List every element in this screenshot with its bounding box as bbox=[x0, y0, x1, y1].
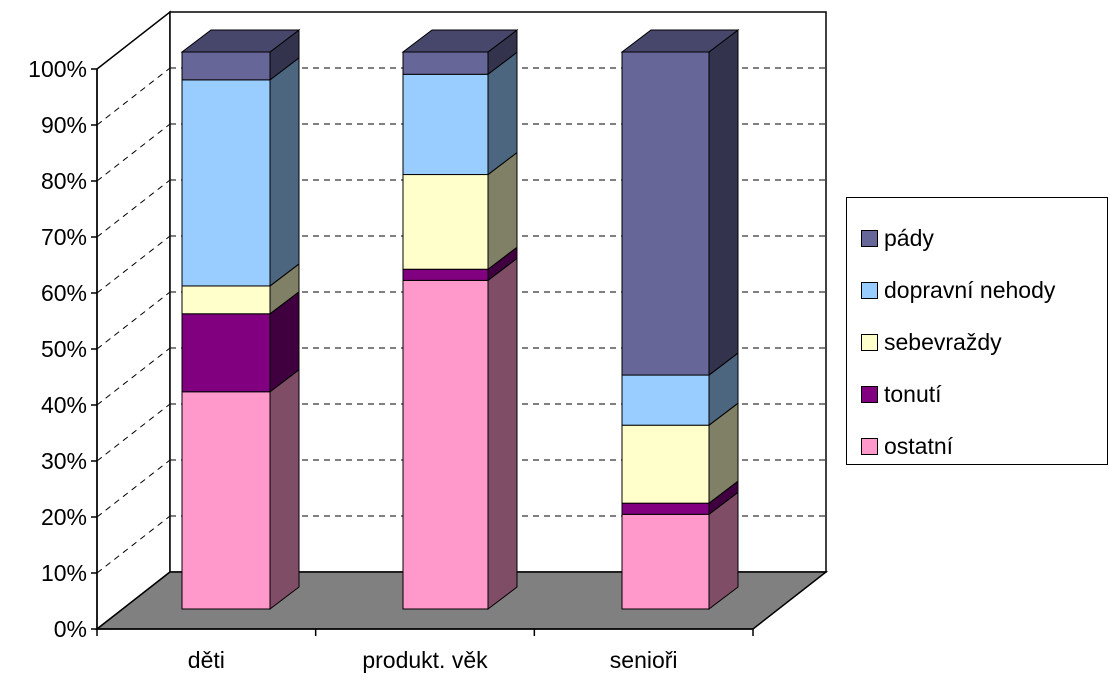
legend-swatch-sebevrazdy bbox=[861, 334, 878, 351]
y-tick-label: 60% bbox=[41, 280, 87, 306]
y-tick-label: 0% bbox=[54, 616, 87, 642]
legend-label-sebevrazdy: sebevraždy bbox=[884, 329, 1002, 356]
legend-swatch-pady bbox=[861, 230, 878, 247]
y-tick-label: 40% bbox=[41, 392, 87, 418]
x-tick-label: senioři bbox=[610, 647, 678, 673]
legend-swatch-ostatni bbox=[861, 438, 878, 455]
legend-swatch-tonuti bbox=[861, 386, 878, 403]
legend-label-ostatni: ostatní bbox=[884, 433, 953, 460]
legend: pády dopravní nehody sebevraždy tonutí o… bbox=[846, 197, 1108, 465]
x-tick-label: děti bbox=[188, 647, 225, 673]
legend-item-sebevrazdy: sebevraždy bbox=[861, 316, 1107, 368]
y-tick-label: 80% bbox=[41, 168, 87, 194]
legend-swatch-dopravni-nehody bbox=[861, 282, 878, 299]
x-tick-label: produkt. věk bbox=[362, 647, 488, 673]
bar-segment-ostatni-1 bbox=[182, 370, 299, 609]
y-tick-label: 70% bbox=[41, 224, 87, 250]
legend-item-tonuti: tonutí bbox=[861, 368, 1107, 420]
legend-label-dopravni-nehody: dopravní nehody bbox=[884, 277, 1055, 304]
legend-item-ostatni: ostatní bbox=[861, 420, 1107, 472]
legend-item-dopravni-nehody: dopravní nehody bbox=[861, 264, 1107, 316]
legend-label-pady: pády bbox=[884, 225, 934, 252]
bar-segment-ostatni-2 bbox=[403, 258, 517, 609]
legend-label-tonuti: tonutí bbox=[884, 381, 942, 408]
legend-item-pady: pády bbox=[861, 212, 1107, 264]
bar-segment-pady-3 bbox=[622, 30, 738, 375]
y-tick-label: 10% bbox=[41, 560, 87, 586]
y-tick-label: 100% bbox=[28, 56, 87, 82]
bar-segment-dopravni-nehody-1 bbox=[182, 58, 299, 286]
y-tick-label: 20% bbox=[41, 504, 87, 530]
y-tick-label: 30% bbox=[41, 448, 87, 474]
y-tick-label: 50% bbox=[41, 336, 87, 362]
y-tick-label: 90% bbox=[41, 112, 87, 138]
